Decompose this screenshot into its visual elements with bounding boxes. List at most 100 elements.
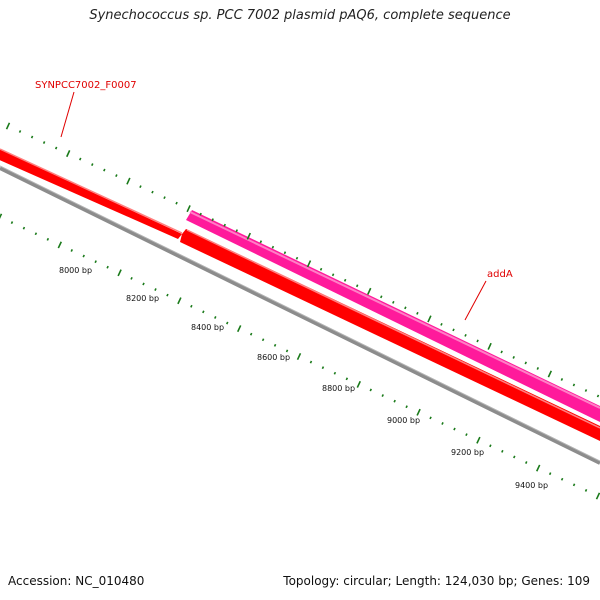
upper-ruler-major-tick	[306, 260, 312, 268]
gene-label-adda: addA	[487, 269, 513, 280]
lower-ruler-minor-tick	[46, 237, 50, 241]
accession-text: Accession: NC_010480	[8, 574, 145, 588]
lower-ruler-minor-tick	[525, 461, 528, 464]
upper-ruler-minor-tick	[560, 378, 564, 381]
lower-ruler-minor-tick	[560, 477, 564, 481]
scale-label-9400: 9400 bp	[515, 481, 548, 490]
lower-ruler-minor-tick	[82, 254, 85, 258]
upper-ruler-minor-tick	[199, 212, 202, 216]
upper-ruler-minor-tick	[476, 339, 479, 343]
label-leader-synpcc	[60, 91, 75, 138]
lower-ruler-minor-tick	[572, 483, 576, 487]
upper-ruler-major-tick	[427, 315, 432, 323]
lower-ruler-minor-tick	[261, 338, 265, 342]
upper-ruler-minor-tick	[596, 394, 600, 398]
upper-ruler-minor-tick	[464, 333, 467, 337]
lower-ruler-minor-tick	[249, 332, 253, 336]
lower-ruler-major-tick	[236, 325, 242, 333]
lower-ruler-minor-tick	[548, 472, 552, 476]
upper-tick-row	[5, 122, 600, 398]
scale-label-8200: 8200 bp	[126, 294, 159, 303]
lower-ruler-minor-tick	[106, 265, 109, 269]
gene-forward-highlight	[0, 148, 183, 234]
lower-ruler-minor-tick	[22, 226, 26, 230]
upper-ruler-minor-tick	[380, 295, 383, 299]
lower-tick-row	[0, 213, 600, 500]
lower-ruler-minor-tick	[94, 260, 97, 264]
upper-ruler-major-tick	[5, 122, 11, 130]
lower-ruler-minor-tick	[381, 394, 384, 397]
upper-ruler-major-tick	[66, 150, 71, 158]
upper-ruler-minor-tick	[536, 367, 540, 370]
gene-synpcc7002-f0007[interactable]	[0, 147, 182, 239]
lower-ruler-minor-tick	[513, 455, 516, 459]
upper-ruler-minor-tick	[500, 350, 503, 354]
gene-forward-continuation[interactable]	[180, 229, 600, 441]
lower-ruler-minor-tick	[453, 427, 456, 431]
gene-adda[interactable]	[186, 210, 600, 422]
upper-ruler-minor-tick	[151, 190, 154, 194]
upper-ruler-minor-tick	[139, 185, 142, 189]
gene-label-synpcc7002-f0007: SYNPCC7002_F0007	[35, 80, 137, 91]
upper-ruler-minor-tick	[355, 284, 359, 288]
lower-ruler-major-tick	[0, 213, 3, 219]
upper-ruler-major-tick	[126, 177, 131, 185]
upper-ruler-minor-tick	[440, 322, 443, 326]
lower-ruler-major-tick	[296, 352, 302, 361]
lower-ruler-minor-tick	[273, 343, 277, 347]
scale-label-8400: 8400 bp	[191, 323, 224, 332]
scale-label-9200: 9200 bp	[451, 448, 484, 457]
lower-ruler-minor-tick	[285, 349, 289, 353]
label-leader-adda	[464, 280, 487, 321]
upper-ruler-minor-tick	[392, 300, 395, 304]
map-title: Synechococcus sp. PCC 7002 plasmid pAQ6,…	[89, 8, 511, 23]
upper-ruler-minor-tick	[343, 278, 347, 282]
gene-forward-highlight	[186, 229, 600, 429]
upper-ruler-minor-tick	[452, 328, 455, 332]
lower-ruler-minor-tick	[429, 416, 432, 420]
upper-ruler-minor-tick	[416, 311, 419, 315]
upper-ruler-minor-tick	[91, 163, 94, 166]
upper-ruler-minor-tick	[584, 389, 588, 392]
lower-ruler-major-tick	[57, 241, 63, 249]
upper-ruler-major-tick	[367, 287, 372, 295]
lower-ruler-minor-tick	[130, 276, 133, 280]
upper-ruler-minor-tick	[42, 141, 46, 144]
upper-ruler-minor-tick	[223, 223, 226, 227]
gene-adda-highlight	[189, 211, 600, 409]
upper-ruler-minor-tick	[524, 361, 527, 365]
upper-ruler-minor-tick	[211, 218, 214, 222]
lower-ruler-major-tick	[356, 380, 362, 388]
upper-ruler-minor-tick	[163, 196, 166, 200]
lower-ruler-minor-tick	[321, 366, 325, 370]
scale-label-8600: 8600 bp	[257, 353, 290, 362]
lower-ruler-minor-tick	[333, 371, 337, 375]
lower-ruler-major-tick	[476, 436, 481, 444]
sequence-backbone	[0, 166, 600, 465]
upper-ruler-minor-tick	[331, 273, 335, 277]
upper-ruler-major-tick	[246, 232, 252, 240]
lower-ruler-minor-tick	[154, 288, 157, 291]
lower-ruler-major-tick	[416, 408, 421, 416]
lower-ruler-minor-tick	[369, 388, 372, 392]
lower-ruler-minor-tick	[34, 232, 38, 236]
upper-ruler-minor-tick	[18, 130, 22, 133]
upper-ruler-minor-tick	[115, 174, 118, 178]
scale-label-8000: 8000 bp	[59, 266, 92, 275]
lower-ruler-minor-tick	[393, 399, 396, 403]
upper-ruler-minor-tick	[319, 267, 323, 271]
scale-label-9000: 9000 bp	[387, 416, 420, 425]
lower-ruler-minor-tick	[202, 310, 205, 314]
upper-ruler-minor-tick	[295, 256, 299, 260]
lower-ruler-minor-tick	[584, 488, 588, 492]
upper-ruler-minor-tick	[30, 135, 34, 139]
lower-ruler-major-tick	[117, 269, 122, 277]
upper-ruler-minor-tick	[54, 146, 58, 150]
upper-ruler-major-tick	[487, 342, 492, 350]
upper-ruler-minor-tick	[235, 229, 239, 233]
lower-ruler-minor-tick	[226, 321, 229, 325]
lower-ruler-minor-tick	[214, 316, 217, 319]
upper-ruler-major-tick	[547, 370, 553, 378]
upper-ruler-minor-tick	[103, 168, 106, 172]
